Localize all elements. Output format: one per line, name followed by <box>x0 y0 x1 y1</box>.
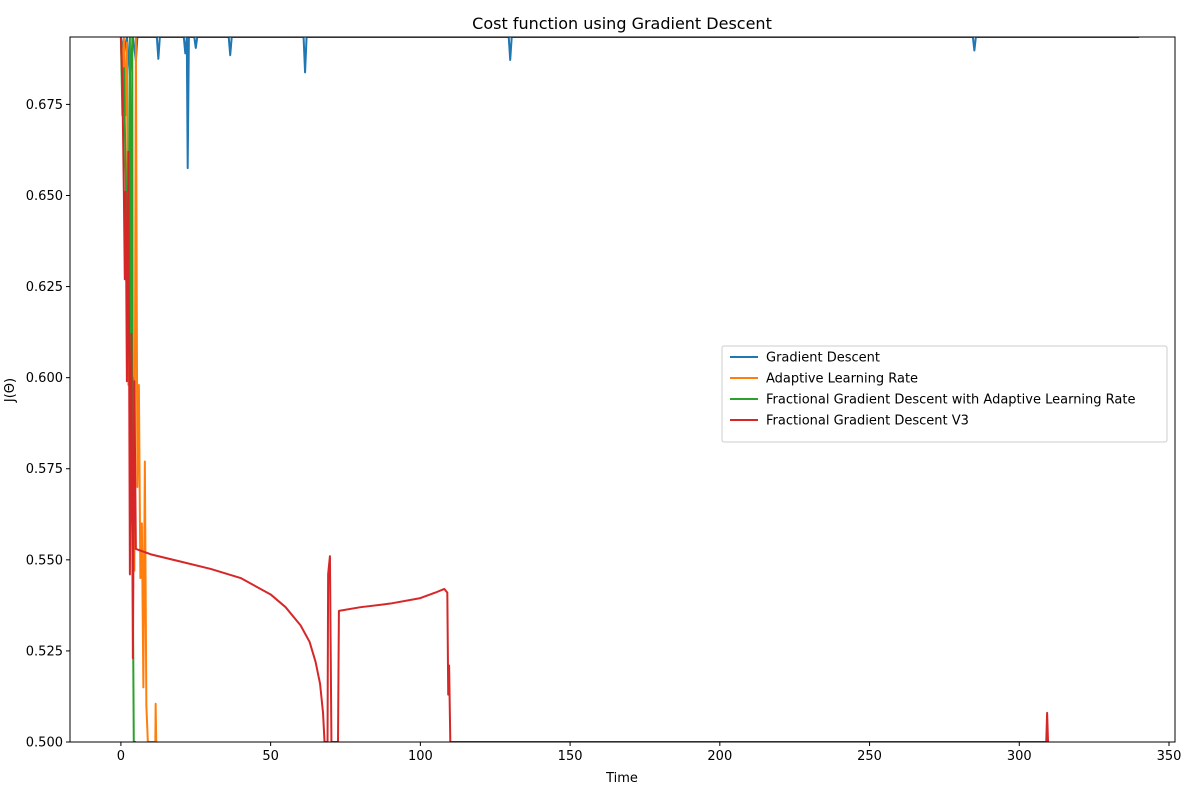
y-tick-label: 0.575 <box>26 462 63 477</box>
y-tick-label: 0.600 <box>26 371 63 386</box>
legend-label: Fractional Gradient Descent with Adaptiv… <box>766 393 1135 408</box>
x-tick-label: 100 <box>408 749 433 764</box>
plot-frame <box>69 36 1176 743</box>
x-tick-label: 150 <box>558 749 583 764</box>
y-tick-label: 0.550 <box>26 553 63 568</box>
y-tick-label: 0.500 <box>26 736 63 751</box>
x-tick-label: 0 <box>117 749 125 764</box>
x-tick-label: 300 <box>1007 749 1032 764</box>
x-axis-label: Time <box>605 771 638 786</box>
y-tick-label: 0.650 <box>26 189 63 204</box>
x-axis: 0 50 100 150 200 250 300 350 <box>117 742 1182 764</box>
series-line-2 <box>119 37 158 742</box>
series-layer <box>119 37 1140 742</box>
x-tick-label: 350 <box>1157 749 1182 764</box>
chart-title: Cost function using Gradient Descent <box>472 14 772 33</box>
y-tick-label: 0.625 <box>26 280 63 295</box>
legend-box <box>721 345 1168 443</box>
x-tick-label: 200 <box>707 749 732 764</box>
legend-label: Fractional Gradient Descent V3 <box>766 414 969 429</box>
x-tick-label: 50 <box>262 749 279 764</box>
y-tick-label: 0.525 <box>26 644 63 659</box>
y-axis: 0.500 0.525 0.550 0.575 0.600 0.625 0.650 0.675 <box>26 98 70 751</box>
y-tick-label: 0.675 <box>26 98 63 113</box>
x-tick-label: 250 <box>857 749 882 764</box>
series-line-4 <box>119 37 1050 742</box>
legend-label: Gradient Descent <box>766 351 880 366</box>
y-axis-label: J(Θ) <box>3 378 18 403</box>
legend: Gradient Descent Adaptive Learning Rate Fr… <box>721 345 1168 443</box>
legend-label: Adaptive Learning Rate <box>766 372 918 387</box>
